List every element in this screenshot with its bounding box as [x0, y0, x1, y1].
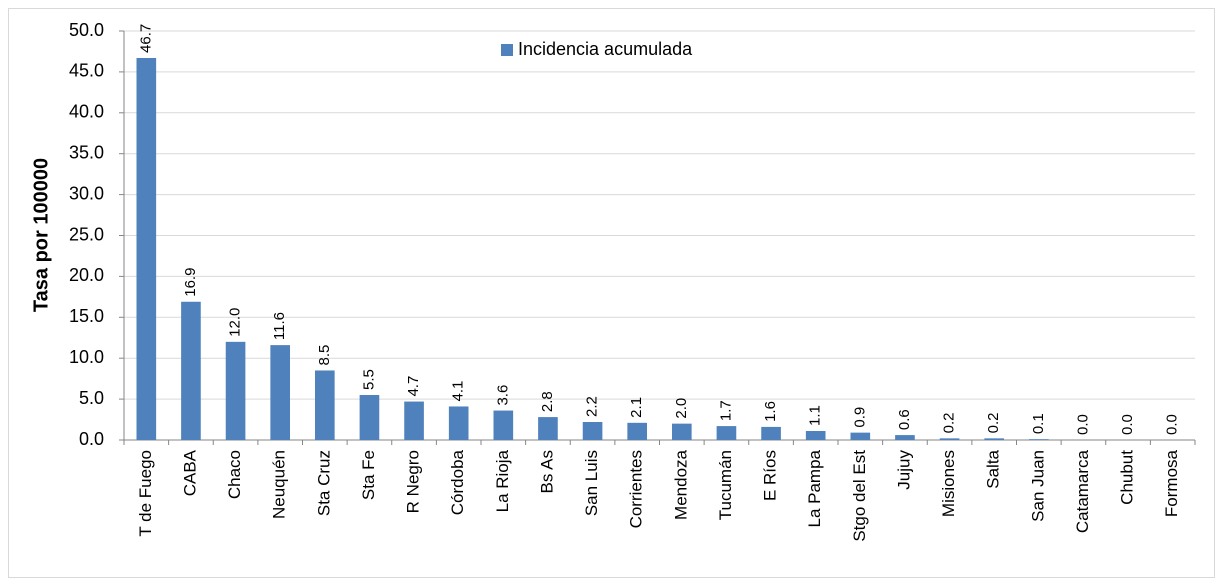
value-label: 0.0: [1074, 414, 1091, 435]
x-tick-label: T de Fuego: [136, 450, 155, 537]
value-label: 0.6: [896, 409, 913, 430]
value-label: 11.6: [271, 312, 288, 340]
x-tick-label: Salta: [984, 449, 1003, 488]
x-tick-label: Tucumán: [716, 450, 735, 520]
x-tick-label: La Rioja: [493, 449, 512, 512]
bar: [716, 426, 737, 440]
x-tick-label: Stgo del Est: [850, 450, 869, 542]
x-tick-label: Chubut: [1118, 450, 1137, 505]
x-tick-label: Jujuy: [894, 450, 913, 490]
y-tick-label: 15.0: [69, 306, 104, 326]
x-tick-label: CABA: [180, 449, 199, 496]
y-axis-title: Tasa por 100000: [30, 158, 52, 312]
bar: [270, 345, 291, 440]
value-label: 12.0: [227, 308, 244, 337]
x-tick-label: Bs As: [537, 450, 556, 493]
y-tick-label: 5.0: [79, 388, 104, 408]
x-tick-label: La Pampa: [805, 449, 824, 527]
y-tick-label: 30.0: [69, 183, 104, 203]
bar: [225, 341, 246, 440]
value-label: 4.1: [450, 381, 467, 402]
bar: [582, 422, 603, 440]
legend-swatch: [501, 44, 513, 56]
value-label: 3.6: [494, 385, 511, 406]
bar: [1028, 439, 1049, 440]
value-label: 2.0: [673, 398, 690, 419]
bar: [359, 395, 380, 440]
bar: [404, 401, 424, 440]
x-tick-label: Misiones: [939, 450, 958, 517]
value-label: 1.7: [717, 400, 734, 421]
value-label: 0.0: [1164, 414, 1181, 435]
bar: [181, 301, 201, 440]
value-label: 1.6: [762, 401, 779, 422]
bar: [984, 438, 1005, 440]
value-label: 1.1: [807, 405, 824, 426]
value-label: 0.1: [1030, 413, 1047, 434]
bar: [939, 438, 960, 440]
value-label: 0.0: [1119, 414, 1136, 435]
x-tick-label: San Luis: [582, 450, 601, 516]
y-tick-label: 40.0: [69, 102, 104, 122]
x-tick-label: Corrientes: [627, 450, 646, 528]
value-label: 4.7: [405, 376, 422, 397]
x-tick-label: Córdoba: [448, 449, 467, 515]
bar: [627, 422, 648, 440]
value-label: 0.2: [985, 413, 1002, 434]
x-tick-label: Formosa: [1162, 449, 1181, 517]
x-tick-label: R Negro: [404, 450, 423, 513]
x-tick-label: Mendoza: [671, 449, 690, 519]
bar: [538, 417, 558, 440]
x-tick-label: Sta Cruz: [314, 450, 333, 516]
x-tick-label: San Juan: [1028, 450, 1047, 522]
bar: [448, 406, 469, 440]
value-label: 5.5: [360, 369, 377, 390]
bar: [136, 57, 157, 441]
value-label: 46.7: [137, 24, 154, 53]
y-tick-label: 50.0: [69, 20, 104, 40]
x-tick-label: Catamarca: [1073, 449, 1092, 533]
value-label: 16.9: [182, 268, 199, 297]
y-tick-label: 25.0: [69, 224, 104, 244]
chart-frame: [8, 8, 1215, 578]
value-label: 0.2: [941, 413, 958, 434]
bar: [671, 423, 692, 440]
y-tick-label: 0.0: [79, 429, 104, 449]
x-tick-label: Sta Fe: [359, 450, 378, 500]
x-tick-label: Chaco: [225, 450, 244, 499]
bar: [314, 370, 335, 440]
bar: [761, 426, 781, 440]
x-tick-label: E Ríos: [761, 450, 780, 501]
y-tick-label: 20.0: [69, 265, 104, 285]
value-label: 2.8: [539, 391, 556, 412]
bar: [850, 432, 871, 440]
y-tick-label: 45.0: [69, 61, 104, 81]
value-label: 2.2: [584, 396, 601, 417]
bar: [493, 410, 514, 440]
value-label: 0.9: [851, 407, 868, 428]
bar: [895, 435, 915, 440]
y-tick-label: 10.0: [69, 347, 104, 367]
value-label: 2.1: [628, 397, 645, 418]
y-tick-label: 35.0: [69, 142, 104, 162]
bar: [805, 431, 826, 440]
x-tick-label: Neuquén: [270, 450, 289, 519]
value-label: 8.5: [316, 345, 333, 366]
legend-label: Incidencia acumulada: [518, 39, 693, 59]
